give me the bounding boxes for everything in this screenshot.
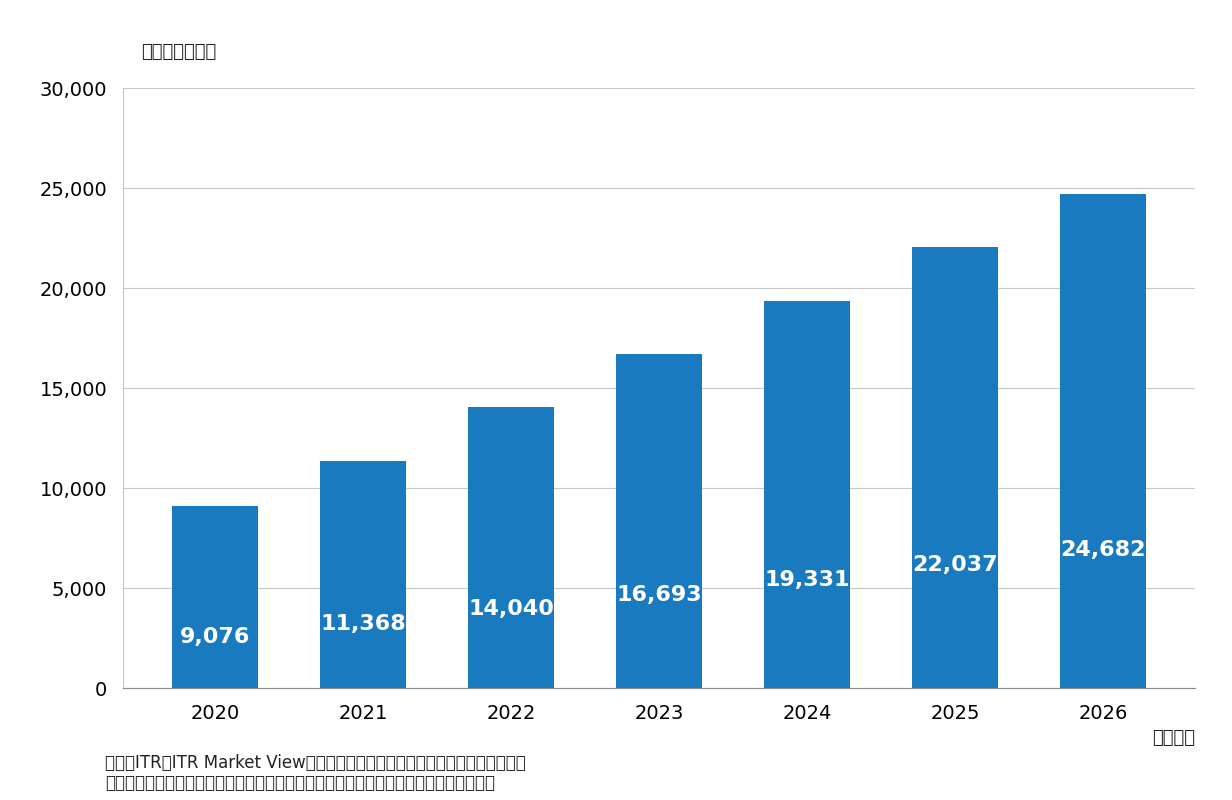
Bar xyxy=(1061,194,1146,688)
Text: （単位：億円）: （単位：億円） xyxy=(140,43,216,61)
Bar xyxy=(172,506,257,688)
Text: 出典：ITR『ITR Market View：クラウド・コンピューティング市場２０２３』: 出典：ITR『ITR Market View：クラウド・コンピューティング市場２… xyxy=(105,754,526,771)
Text: 14,040: 14,040 xyxy=(468,599,554,619)
Text: ＊ベンダーの売上金額を対象とし，３月期ベースで換算。２０２２年度以降は予測値。: ＊ベンダーの売上金額を対象とし，３月期ベースで換算。２０２２年度以降は予測値。 xyxy=(105,774,495,792)
Bar xyxy=(616,354,702,688)
Bar xyxy=(764,302,850,688)
Text: 24,682: 24,682 xyxy=(1061,540,1146,560)
Text: 9,076: 9,076 xyxy=(180,627,250,647)
X-axis label: （年度）: （年度） xyxy=(1152,729,1195,746)
Text: 16,693: 16,693 xyxy=(616,585,702,605)
Bar xyxy=(468,407,554,688)
Bar xyxy=(320,461,405,688)
Text: 11,368: 11,368 xyxy=(320,614,405,634)
Text: 19,331: 19,331 xyxy=(764,570,850,590)
Bar xyxy=(913,247,998,688)
Text: 22,037: 22,037 xyxy=(913,554,998,574)
